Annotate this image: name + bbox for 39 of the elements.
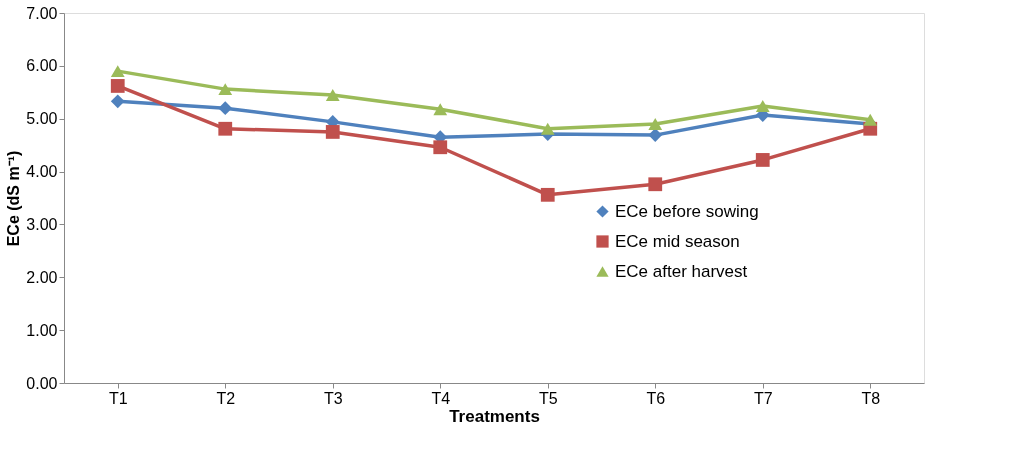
point bbox=[218, 101, 233, 116]
point bbox=[110, 94, 125, 109]
point bbox=[540, 122, 555, 135]
point bbox=[863, 113, 878, 126]
y-tick-label: 1.00 bbox=[26, 321, 58, 339]
legend-label: ECe mid season bbox=[615, 231, 740, 251]
point bbox=[755, 153, 770, 167]
point bbox=[110, 79, 125, 93]
legend-label: ECe after harvest bbox=[615, 261, 748, 281]
point bbox=[325, 88, 340, 101]
x-tick-label: T4 bbox=[431, 389, 451, 407]
point bbox=[648, 128, 663, 142]
y-tick-label: 6.00 bbox=[26, 57, 58, 75]
point bbox=[648, 118, 663, 130]
point bbox=[540, 187, 555, 202]
point bbox=[325, 125, 340, 139]
point bbox=[755, 100, 770, 112]
legend-label: ECe before sowing bbox=[615, 201, 759, 221]
point bbox=[433, 140, 448, 155]
y-tick-label: 3.00 bbox=[26, 215, 58, 233]
point bbox=[218, 121, 233, 136]
x-tick-label: T7 bbox=[753, 389, 773, 407]
point bbox=[110, 65, 125, 78]
y-tick-label: 2.00 bbox=[26, 268, 58, 286]
point bbox=[218, 83, 233, 96]
y-tick-label: 5.00 bbox=[26, 110, 58, 128]
x-tick-label: T8 bbox=[861, 389, 881, 407]
y-tick-label: 7.00 bbox=[26, 4, 58, 22]
y-tick-label: 4.00 bbox=[26, 163, 58, 181]
y-axis-title: ECe (dS m⁻¹) bbox=[5, 150, 23, 247]
x-axis-title: Treatments bbox=[449, 406, 540, 426]
x-tick-label: T6 bbox=[646, 389, 666, 407]
x-tick-label: T1 bbox=[108, 389, 128, 407]
x-tick-label: T2 bbox=[216, 389, 236, 407]
y-tick-label: 0.00 bbox=[26, 374, 58, 392]
point bbox=[433, 103, 448, 116]
x-tick-label: T5 bbox=[538, 389, 558, 407]
x-tick-label: T3 bbox=[323, 389, 343, 407]
point bbox=[648, 177, 663, 192]
